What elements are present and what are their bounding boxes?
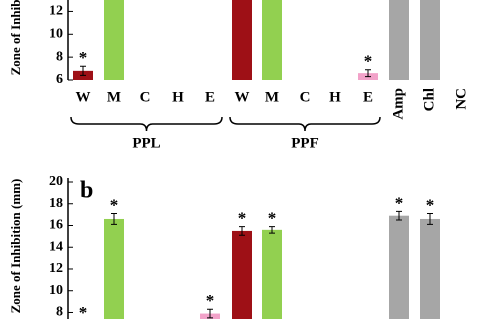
y-tick-label: 18	[49, 196, 63, 211]
significance-star: *	[206, 291, 215, 310]
x-tick-label: Amp	[390, 88, 406, 120]
group-label: PPF	[291, 135, 319, 151]
bar	[262, 0, 282, 81]
error-bar	[365, 69, 371, 78]
y-tick-label: 6	[56, 72, 63, 87]
bar	[420, 218, 440, 319]
error-bar	[396, 210, 402, 221]
y-tick-label: 12	[49, 261, 63, 276]
significance-star: *	[110, 195, 119, 214]
y-tick-label: 16	[49, 218, 63, 233]
error-bar	[111, 213, 117, 225]
bar	[232, 0, 252, 80]
significance-star: *	[364, 52, 373, 71]
plot-area	[104, 210, 440, 319]
y-tick-label: 8	[56, 49, 63, 64]
x-tick-label: C	[300, 89, 311, 105]
x-tick-label: Chl	[421, 88, 437, 111]
x-tick-label: NC	[453, 88, 469, 110]
x-tick-label: E	[205, 89, 215, 105]
panel-b: Zone of Inhibition (mm) b 8 10 12 14 16 18 20 * * *…	[8, 174, 440, 319]
y-axis-label: Zone of Inhibition (mm)	[8, 0, 23, 75]
plot-area	[73, 0, 440, 81]
group-brace	[70, 116, 223, 132]
x-tick-label: H	[172, 89, 184, 105]
x-tick-label: M	[107, 89, 121, 105]
bar	[389, 215, 409, 319]
error-bar	[207, 308, 213, 319]
error-bar	[239, 226, 245, 236]
group-label: PPL	[132, 135, 160, 151]
x-tick-label: M	[265, 89, 279, 105]
significance-star: *	[79, 48, 88, 67]
y-tick-label: 14	[49, 239, 63, 254]
y-tick-label: 8	[56, 305, 63, 319]
x-tick-label: H	[329, 89, 341, 105]
bar	[104, 218, 124, 319]
y-tick-label: 20	[49, 174, 63, 189]
bar	[232, 230, 252, 319]
bar	[104, 0, 124, 80]
significance-star: *	[426, 195, 435, 214]
x-tick-label: W	[76, 89, 91, 105]
y-tick-label: 10	[49, 283, 63, 298]
panel-label: b	[80, 178, 93, 204]
error-bar	[427, 213, 433, 225]
significance-star: *	[395, 193, 404, 212]
x-tick-label: C	[140, 89, 151, 105]
y-tick-label: 12	[49, 4, 63, 19]
significance-star: *	[268, 208, 277, 227]
bar	[262, 229, 282, 319]
bar	[420, 0, 440, 80]
error-bar	[269, 226, 275, 234]
group-brace	[229, 116, 381, 132]
significance-star: *	[238, 208, 247, 227]
error-bar	[80, 65, 86, 76]
significance-star: *	[79, 303, 88, 319]
bar	[389, 0, 409, 80]
x-tick-label: W	[235, 89, 250, 105]
y-tick-label: 10	[49, 27, 63, 42]
x-tick-label: E	[363, 89, 373, 105]
y-axis-label: Zone of Inhibition (mm)	[8, 179, 23, 314]
